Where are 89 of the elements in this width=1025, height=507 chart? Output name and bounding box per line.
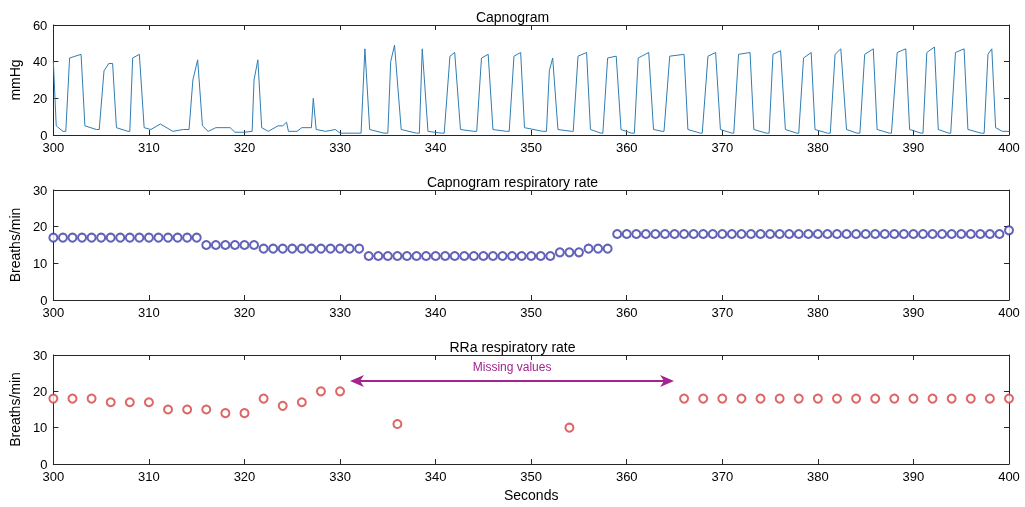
x-tick-label: 370 (711, 140, 734, 155)
y-tick-label: 0 (40, 456, 48, 472)
x-tick-label: 360 (615, 140, 638, 155)
point (296, 397, 307, 408)
x-tick-label: 340 (424, 469, 447, 484)
x-tick-label: 340 (424, 305, 447, 320)
x-tick-label: 350 (520, 305, 543, 320)
point (564, 422, 575, 433)
y-tick-label: 30 (32, 182, 48, 198)
x-tick-label: 300 (42, 469, 65, 484)
point (392, 419, 403, 430)
y-tick-label: 20 (32, 219, 48, 235)
x-tick-label: 400 (998, 305, 1020, 320)
point (736, 393, 747, 404)
x-tick-label: 390 (902, 305, 925, 320)
x-tick-label: 310 (138, 469, 160, 484)
y-tick-label: 30 (32, 347, 48, 363)
point (201, 404, 212, 415)
point (755, 393, 766, 404)
y-tick-label: 10 (32, 255, 48, 271)
point (239, 408, 250, 419)
x-tick-label: 300 (42, 140, 65, 155)
point (48, 393, 59, 404)
point (831, 393, 842, 404)
x-tick-label: 350 (520, 469, 543, 484)
y-tick-label: 60 (32, 17, 48, 33)
point (258, 393, 269, 404)
point (163, 404, 174, 415)
y-tick-label: 0 (40, 292, 48, 308)
point (946, 393, 957, 404)
point (774, 393, 785, 404)
point (870, 393, 881, 404)
point (220, 408, 231, 419)
x-tick-label: 380 (807, 140, 829, 155)
y-tick-label: 20 (32, 383, 48, 399)
x-tick-label: 400 (998, 140, 1020, 155)
x-tick-label: 310 (138, 140, 160, 155)
point (315, 386, 326, 397)
x-tick-label: 320 (233, 469, 256, 484)
point (812, 393, 823, 404)
point (335, 386, 346, 397)
x-tick-label: 340 (424, 140, 447, 155)
x-tick-label: 360 (615, 469, 638, 484)
point (908, 393, 919, 404)
x-tick-label: 400 (998, 469, 1020, 484)
y-tick-label: 10 (32, 420, 48, 436)
x-tick-label: 370 (711, 469, 734, 484)
point (86, 393, 97, 404)
point (105, 397, 116, 408)
x-tick-label: 380 (807, 469, 829, 484)
chart-title: RRa respiratory rate (449, 339, 576, 355)
x-tick-label: 320 (233, 305, 256, 320)
x-tick-label: 390 (902, 469, 925, 484)
x-tick-label: 380 (807, 305, 829, 320)
point (277, 400, 288, 411)
point (182, 404, 193, 415)
chart-title: Capnogram respiratory rate (426, 174, 599, 190)
point (927, 393, 938, 404)
point (67, 393, 78, 404)
point (1004, 393, 1014, 404)
y-axis-title: Breaths/min (7, 372, 23, 447)
x-tick-label: 330 (329, 305, 351, 320)
y-axis-title: mmHg (7, 59, 23, 101)
point (124, 397, 135, 408)
x-tick-label: 360 (615, 305, 638, 320)
point (984, 393, 995, 404)
annotation: Missing values (472, 360, 552, 374)
point (889, 393, 900, 404)
point (679, 393, 690, 404)
point (717, 393, 728, 404)
x-tick-label: 320 (233, 140, 256, 155)
point (851, 393, 862, 404)
point (143, 397, 154, 408)
point (793, 393, 804, 404)
point (698, 393, 709, 404)
x-tick-label: 310 (138, 305, 160, 320)
x-tick-label: 350 (520, 140, 543, 155)
chart-title: Capnogram (475, 9, 550, 25)
x-tick-label: 330 (329, 469, 351, 484)
y-tick-label: 20 (32, 90, 48, 106)
x-tick-label: 330 (329, 140, 351, 155)
x-tick-label: 390 (902, 140, 925, 155)
y-axis-title: Breaths/min (7, 207, 23, 283)
point (965, 393, 976, 404)
y-tick-label: 0 (40, 127, 48, 143)
x-tick-label: 370 (711, 305, 734, 320)
x-axis-title: Seconds (503, 487, 559, 503)
x-tick-label: 300 (42, 305, 65, 320)
y-tick-label: 40 (32, 54, 48, 70)
